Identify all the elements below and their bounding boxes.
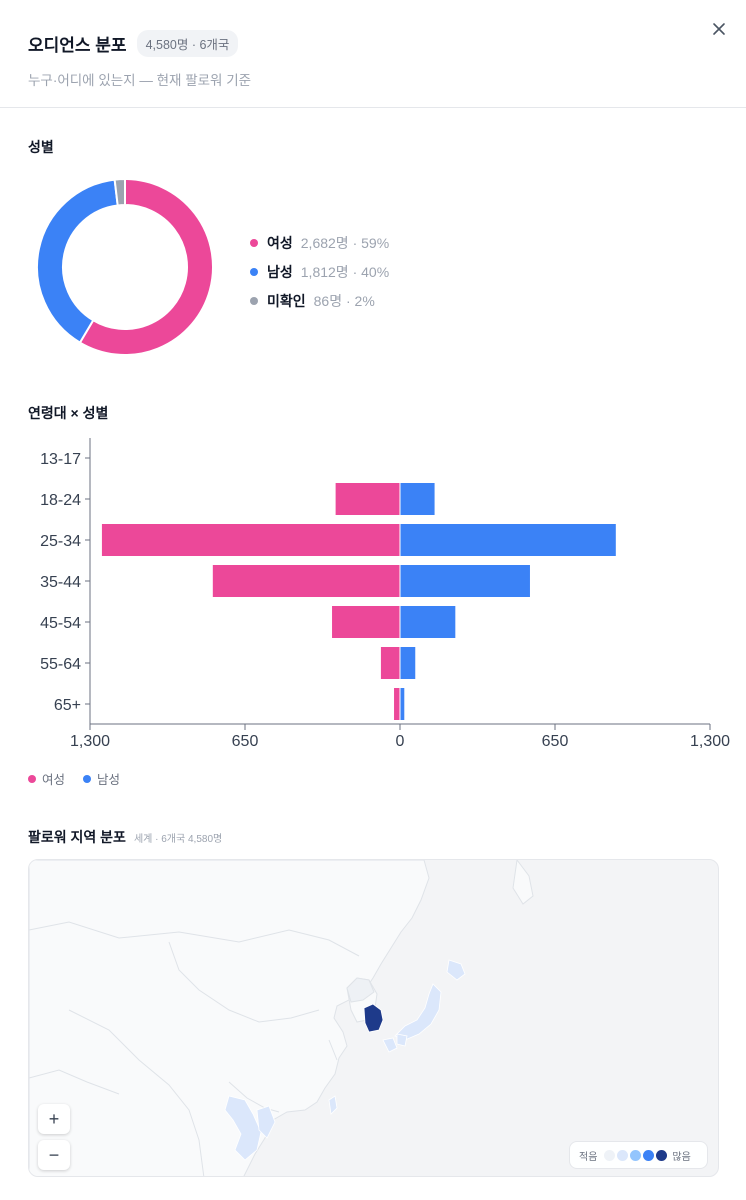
bar-female-35-44[interactable] — [212, 565, 400, 597]
zoom-in-button[interactable]: + — [38, 1104, 70, 1134]
y-tick-label: 55-64 — [40, 656, 81, 673]
female-dot-icon — [28, 774, 36, 783]
bar-male-18-24[interactable] — [400, 483, 435, 515]
close-button[interactable] — [704, 14, 734, 44]
legend-value: 2,682명 · 59% — [300, 234, 390, 251]
map-color-scale: 적음 많음 — [569, 1141, 708, 1169]
legend-male-label: 남성 — [97, 773, 121, 787]
scale-swatch-4 — [643, 1149, 655, 1161]
scale-swatch-2 — [617, 1149, 629, 1161]
legend-label: 여성 — [267, 234, 293, 251]
bar-male-65+[interactable] — [400, 688, 405, 720]
legend-female-label: 여성 — [42, 773, 66, 787]
x-tick-label: 1,300 — [690, 733, 730, 750]
region-southeast-asia[interactable] — [224, 1095, 262, 1161]
age-gender-pyramid-chart: 13-17 18-24 25-34 35-44 45-54 55-64 65+ 1,300 65… — [40, 438, 730, 750]
bar-male-55-64[interactable] — [400, 647, 416, 679]
scale-low-label: 적음 — [579, 1151, 598, 1163]
donut-slice-3[interactable] — [113, 177, 126, 207]
panel-header: 오디언스 분포 4,580명 · 6개국 누구·어디에 있는지 — 현재 팔로워… — [0, 0, 746, 108]
audience-count-badge: 4,580명 · 6개국 — [136, 30, 239, 57]
region-south-korea[interactable] — [363, 1003, 384, 1033]
close-icon — [713, 23, 725, 35]
female-dot-icon — [250, 238, 258, 247]
title-row: 오디언스 분포 4,580명 · 6개국 — [28, 30, 239, 57]
y-tick-label: 35-44 — [40, 574, 81, 591]
donut-slice-2[interactable] — [36, 178, 119, 344]
plus-icon: + — [48, 1108, 60, 1129]
bar-female-45-54[interactable] — [332, 606, 400, 638]
bar-female-18-24[interactable] — [335, 483, 400, 515]
y-tick-label: 65+ — [54, 697, 81, 714]
scale-swatch-1 — [604, 1149, 616, 1161]
panel-subtitle: 누구·어디에 있는지 — 현재 팔로워 기준 — [28, 73, 252, 88]
panel-title: 오디언스 분포 — [28, 36, 127, 55]
bar-female-65+[interactable] — [394, 688, 400, 720]
age-chart-legend: 여성 남성 — [28, 769, 138, 788]
male-dot-icon — [250, 267, 258, 276]
region-japan[interactable] — [382, 959, 466, 1053]
scale-high-label: 많음 — [672, 1151, 691, 1163]
x-tick-label: 0 — [396, 733, 405, 750]
gender-legend: 여성 2,682명 · 59% 남성 1,812명 · 40% 미확인 86명 … — [250, 228, 389, 315]
legend-female: 여성 — [28, 769, 65, 788]
gender-section-title: 성별 — [28, 139, 54, 155]
map-note: 세계 · 6개국 4,580명 — [133, 834, 223, 845]
bar-female-55-64[interactable] — [380, 647, 400, 679]
age-section-title: 연령대 × 성별 — [28, 405, 109, 421]
y-tick-label: 45-54 — [40, 615, 81, 632]
region-taiwan[interactable] — [328, 1095, 338, 1115]
male-dot-icon — [83, 774, 92, 783]
y-tick-label: 18-24 — [40, 492, 81, 509]
map-canvas[interactable] — [29, 860, 719, 1177]
minus-icon: − — [48, 1144, 60, 1165]
bar-male-25-34[interactable] — [400, 524, 616, 556]
y-tick-label: 25-34 — [40, 533, 81, 550]
scale-swatch-5 — [656, 1149, 668, 1161]
donut-slice-1[interactable] — [78, 177, 214, 356]
gender-donut-chart — [36, 177, 214, 356]
legend-label: 남성 — [267, 263, 293, 280]
region-vietnam[interactable] — [256, 1105, 276, 1139]
scale-swatch-3 — [630, 1149, 642, 1161]
gender-legend-female: 여성 2,682명 · 59% — [250, 228, 389, 257]
legend-label: 미확인 — [267, 292, 306, 309]
map-section-title: 팔로워 지역 분포 세계 · 6개국 4,580명 — [28, 827, 222, 847]
follower-map[interactable]: + − 적음 많음 — [28, 859, 719, 1177]
map-title: 팔로워 지역 분포 — [28, 829, 126, 845]
legend-value: 1,812명 · 40% — [300, 263, 390, 280]
unknown-dot-icon — [250, 296, 258, 305]
gender-legend-unknown: 미확인 86명 · 2% — [250, 286, 389, 315]
x-tick-label: 650 — [232, 733, 259, 750]
bar-male-35-44[interactable] — [400, 565, 530, 597]
legend-value: 86명 · 2% — [313, 292, 375, 309]
bar-female-25-34[interactable] — [101, 524, 400, 556]
y-tick-label: 13-17 — [40, 451, 81, 468]
legend-male: 남성 — [83, 769, 120, 788]
x-tick-label: 650 — [542, 733, 569, 750]
bar-male-45-54[interactable] — [400, 606, 456, 638]
gender-legend-male: 남성 1,812명 · 40% — [250, 257, 389, 286]
x-tick-label: 1,300 — [70, 733, 110, 750]
zoom-out-button[interactable]: − — [38, 1140, 70, 1170]
